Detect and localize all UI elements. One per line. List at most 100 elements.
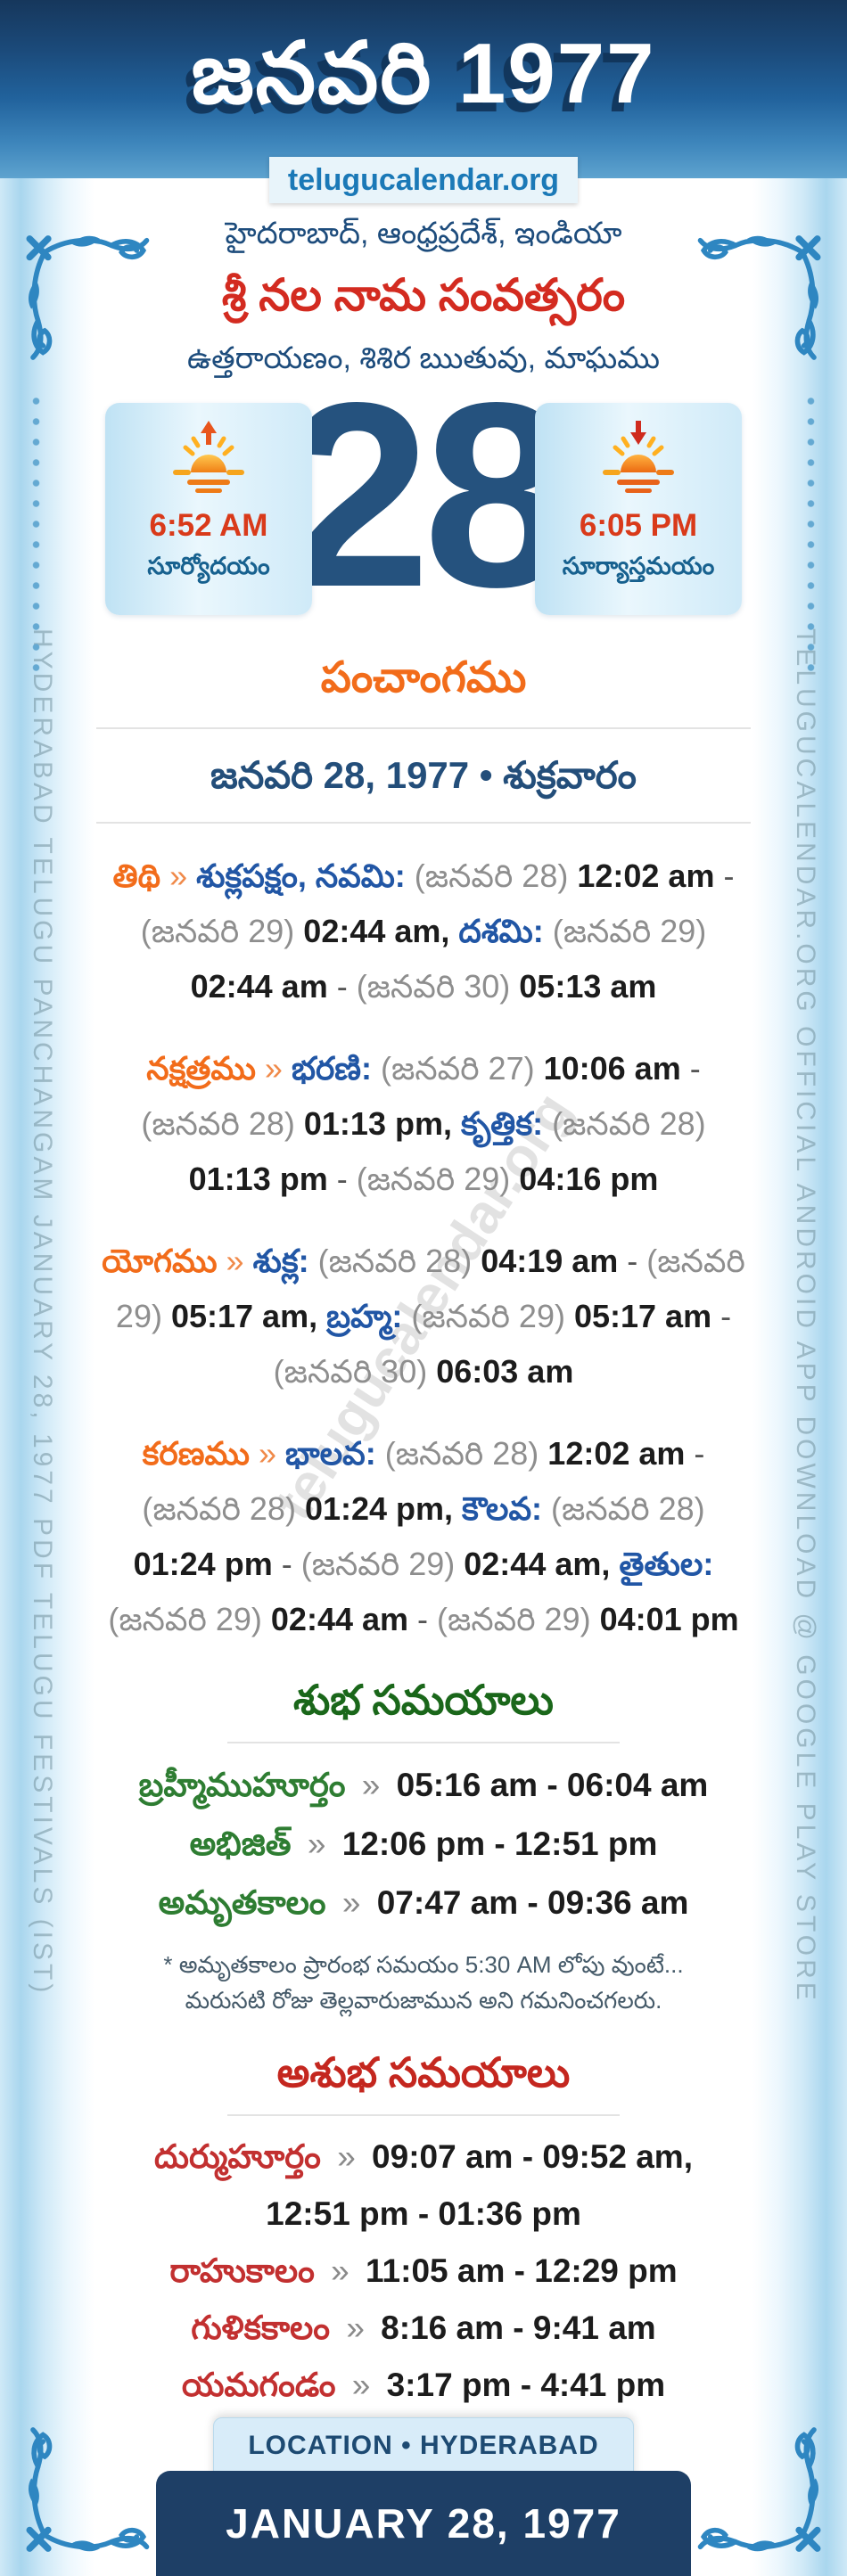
auspicious-rows: బ్రహ్మీముహూర్తం » 05:16 am - 06:04 am అభ…: [96, 1756, 751, 1932]
text-segment: యోగము: [102, 1243, 218, 1279]
text-segment: కౌలవ:: [453, 1490, 543, 1527]
tithi-row: తిథి » శుక్లపక్షం, నవమి: (జనవరి 28) 12:0…: [98, 849, 749, 1014]
site-link-box[interactable]: telugucalendar.org: [269, 157, 578, 203]
row-time-range: 09:07 am - 09:52 am,: [372, 2138, 693, 2175]
text-segment: నక్షత్రము: [146, 1050, 256, 1087]
inauspicious-row: రాహుకాలం » 11:05 am - 12:29 pm: [96, 2243, 751, 2300]
text-segment: (జనవరి 29): [437, 1601, 600, 1637]
sunset-label: సూర్యాస్తమయం: [562, 553, 715, 579]
text-segment: (జనవరి 27): [372, 1050, 544, 1087]
text-segment: (జనవరి 28): [542, 1490, 705, 1527]
right-dotted-line: [807, 397, 815, 673]
site-link-label[interactable]: telugucalendar.org: [287, 162, 560, 197]
text-segment: -: [680, 1050, 701, 1087]
text-segment: కరణము: [142, 1435, 250, 1472]
text-segment: బ్రహ్మ:: [317, 1298, 403, 1334]
chevron-separator: »: [351, 2367, 371, 2403]
text-segment: -: [327, 1161, 357, 1197]
text-segment: 01:24 pm: [133, 1546, 273, 1582]
row-time-range: 12:06 pm - 12:51 pm: [341, 1825, 658, 1862]
text-segment: -: [408, 1601, 438, 1637]
text-segment: -: [272, 1546, 301, 1582]
intro-block: హైదరాబాద్, ఆంధ్రప్రదేశ్, ఇండియా శ్రీ నల …: [95, 214, 752, 378]
text-segment: (జనవరి 28): [141, 1105, 304, 1142]
day-number: 28: [284, 348, 570, 642]
sunset-time: 6:05 PM: [579, 508, 698, 543]
down-arrow-icon: [630, 421, 646, 445]
text-segment: (జనవరి 29): [300, 1546, 465, 1582]
auspicious-row: అమృతకాలం » 07:47 am - 09:36 am: [96, 1874, 751, 1932]
corner-flourish-icon: [26, 2427, 150, 2552]
row-time-range: 11:05 am - 12:29 pm: [366, 2252, 678, 2289]
text-segment: 02:44 am,: [303, 913, 450, 949]
text-segment: (జనవరి 29): [140, 913, 304, 949]
text-segment: భాలవ:: [285, 1435, 376, 1472]
text-segment: (జనవరి 28): [142, 1490, 305, 1527]
nakshatra-row: నక్షత్రము » భరణి: (జనవరి 27) 10:06 am - …: [98, 1041, 749, 1207]
text-segment: 04:16 pm: [519, 1161, 659, 1197]
text-segment: కృత్తిక:: [451, 1105, 544, 1142]
row-label: రాహుకాలం: [169, 2252, 315, 2289]
sunrise-label: సూర్యోదయం: [147, 553, 270, 579]
inauspicious-row: దుర్ముహూర్తం » 09:07 am - 09:52 am, 12:5…: [96, 2129, 751, 2243]
sunrise-card: 6:52 AM సూర్యోదయం: [105, 403, 312, 615]
chevron-separator: »: [346, 2309, 365, 2346]
text-segment: 05:13 am: [519, 968, 657, 1005]
text-segment: 04:19 am: [481, 1243, 619, 1279]
chevron-separator: »: [331, 2252, 349, 2289]
row-time-range: 8:16 am - 9:41 am: [381, 2309, 656, 2346]
text-segment: 06:03 am: [436, 1353, 574, 1390]
up-arrow-icon: [201, 421, 217, 445]
text-segment: 02:44 am,: [464, 1546, 611, 1582]
corner-flourish-icon: [697, 2427, 821, 2552]
telugu-year-name: శ్రీ నల నామ సంవత్సరం: [221, 270, 626, 320]
text-segment: తిథి: [112, 857, 161, 894]
text-segment: 12:02 am: [547, 1435, 686, 1472]
inauspicious-row: గుళికకాలం » 8:16 am - 9:41 am: [96, 2300, 751, 2357]
row-label: గుళికకాలం: [191, 2309, 331, 2346]
divider: [96, 727, 751, 729]
text-segment: -: [327, 968, 357, 1005]
row-label: అభిజిత్: [189, 1825, 292, 1862]
location-label: LOCATION • HYDERABAD: [248, 2431, 599, 2460]
inauspicious-heading: అశుభ సమయాలు: [276, 2049, 571, 2096]
panchangam-date-line: జనవరి 28, 1977 • శుక్రవారం: [210, 754, 637, 796]
row-label: యమగండం: [181, 2367, 336, 2403]
text-segment: దశమి:: [449, 913, 544, 949]
auspicious-row: అభిజిత్ » 12:06 pm - 12:51 pm: [96, 1815, 751, 1874]
row-time-range: 05:16 am - 06:04 am: [396, 1767, 709, 1803]
text-segment: శుక్ల:: [252, 1243, 309, 1279]
text-segment: (జనవరి 28): [543, 1105, 706, 1142]
chevron-separator: »: [307, 1825, 326, 1862]
text-segment: -: [714, 857, 735, 894]
row-label: బ్రహ్మీముహూర్తం: [138, 1767, 346, 1803]
left-vertical-watermark-text: HYDERABAD TELUGU PANCHANGAM JANUARY 28, …: [28, 628, 57, 1997]
inauspicious-row: యమగండం » 3:17 pm - 4:41 pm: [96, 2357, 751, 2414]
inauspicious-rows: దుర్ముహూర్తం » 09:07 am - 09:52 am, 12:5…: [96, 2129, 751, 2414]
chevron-separator: »: [341, 1884, 361, 1921]
text-segment: (జనవరి 28): [405, 857, 578, 894]
row-time-range-2: 12:51 pm - 01:36 pm: [266, 2195, 581, 2232]
text-segment: శుక్లపక్షం, నవమి:: [196, 857, 406, 894]
chevron-separator: »: [337, 2138, 356, 2175]
karana-row: కరణము » భాలవ: (జనవరి 28) 12:02 am - (జనవ…: [98, 1426, 749, 1647]
auspicious-row: బ్రహ్మీముహూర్తం » 05:16 am - 06:04 am: [96, 1756, 751, 1815]
chevron-separator: »: [361, 1767, 381, 1803]
region-line: హైదరాబాద్, ఆంధ్రప్రదేశ్, ఇండియా: [225, 217, 622, 250]
footer-date-label: JANUARY 28, 1977: [226, 2500, 621, 2547]
text-segment: 04:01 pm: [599, 1601, 739, 1637]
amrutakalam-note: * అమృతకాలం ప్రారంభ సమయం 5:30 AM లోపు వుం…: [163, 1951, 684, 2014]
text-segment: తైతుల:: [610, 1546, 714, 1582]
auspicious-heading: శుభ సమయాలు: [293, 1677, 554, 1723]
text-segment: భరణి:: [291, 1050, 373, 1087]
divider: [227, 2114, 620, 2116]
text-segment: -: [685, 1435, 705, 1472]
row-label: దుర్ముహూర్తం: [154, 2138, 321, 2175]
text-segment: -: [618, 1243, 647, 1279]
text-segment: »: [250, 1435, 286, 1472]
text-segment: (జనవరి 29): [356, 1161, 520, 1197]
text-segment: 02:44 am: [190, 968, 328, 1005]
sunset-card: 6:05 PM సూర్యాస్తమయం: [535, 403, 742, 615]
divider: [96, 822, 751, 824]
